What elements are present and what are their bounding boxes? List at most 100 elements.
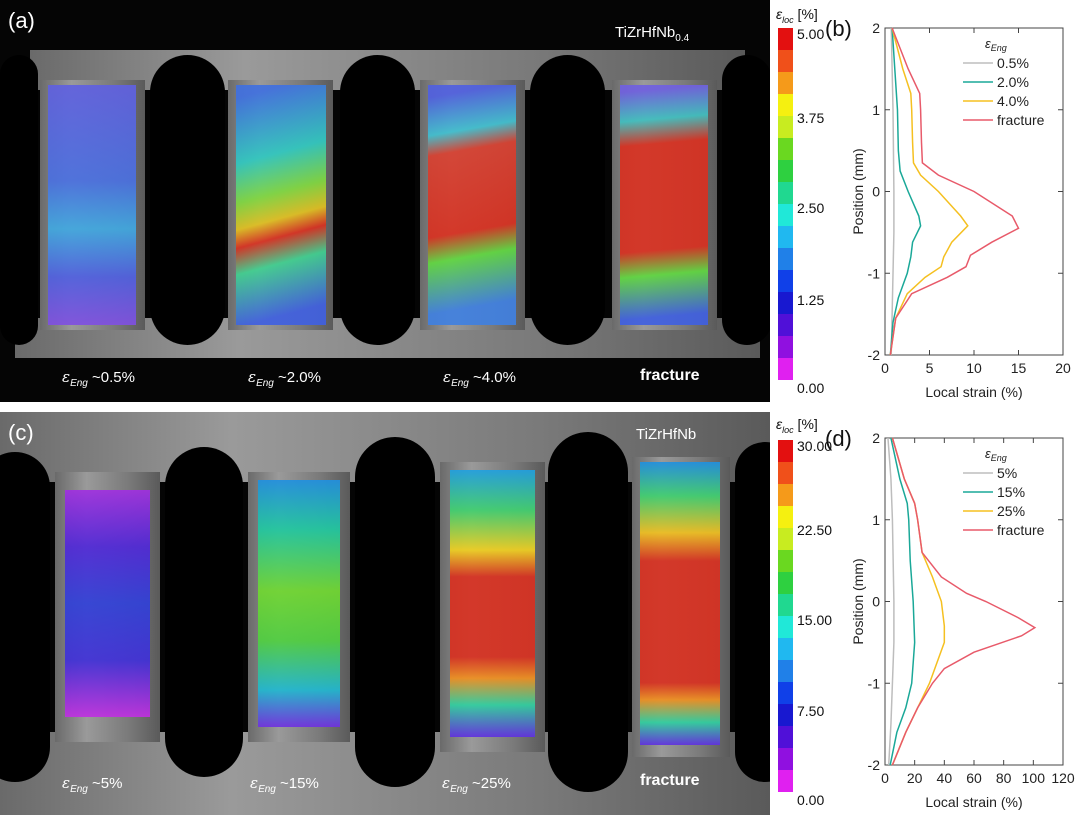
strain-map-a2 [236,85,326,325]
colorbar-bottom [778,440,793,792]
colorbar-segment [778,572,793,594]
strain-map-a3 [428,85,516,325]
unit: [%] [793,6,818,22]
x-tick-label: 40 [937,770,953,786]
caption-c1: εEng ~5% [62,774,122,795]
colorbar-segment [778,226,793,248]
colorbar-top-title: εloc [%] [776,6,818,25]
colorbar-segment [778,336,793,358]
caption-c2: εEng ~15% [250,774,319,795]
colorbar-tick: 2.50 [797,200,825,216]
strain-profile-plot-d: (d) 0 20 40 60 80 100 120 -2 -1 0 1 2 Local strain (%… [825,426,1075,810]
val: ~4.0% [468,369,516,386]
colorbar-segment [778,726,793,748]
y-tick-label: -2 [868,757,881,773]
specimen-gap [150,55,225,345]
y-tick-label: -1 [868,265,881,281]
specimen-gap [722,55,770,345]
val: fracture [640,367,700,384]
plot-frame [884,437,1064,766]
sub: Eng [451,378,469,389]
colorbar-segment [778,270,793,292]
caption-a4: fracture [640,367,700,385]
sub: Eng [70,784,88,795]
y-axis-label: Position (mm) [850,148,866,234]
legend-label: 2.0% [997,74,1029,90]
caption-a2: εEng ~2.0% [248,368,321,389]
colorbar-segment [778,594,793,616]
colorbar-segment [778,770,793,792]
eps: ε [248,368,257,386]
specimen-gap [165,447,243,777]
sub: loc [782,424,794,435]
legend-label: fracture [997,112,1045,128]
legend-label: 25% [997,503,1025,519]
colorbar-segment [778,528,793,550]
colorbar-tick: 7.50 [797,703,825,719]
colorbar-segment [778,462,793,484]
x-axis-label: Local strain (%) [925,384,1022,400]
sub: Eng [70,378,88,389]
caption-c4: fracture [640,772,700,790]
x-tick-label: 10 [966,360,982,376]
colorbar-segment [778,204,793,226]
panel-label: (b) [825,16,852,41]
colorbar-segment [778,160,793,182]
legend-title: εEng [985,446,1007,463]
series-line-fracture [891,437,1037,766]
alloy-label-c: TiZrHfNb [636,426,697,443]
specimen-gap [0,55,38,345]
y-tick-label: 0 [872,594,880,610]
colorbar-segment [778,50,793,72]
eps: ε [443,368,452,386]
colorbar-top [778,28,793,380]
panel-label-a: (a) [8,8,35,33]
y-tick-label: 2 [872,430,880,446]
colorbar-tick: 0.00 [797,792,825,808]
y-tick-label: -1 [868,675,881,691]
eps: ε [62,774,71,792]
eps: ε [62,368,71,386]
colorbar-segment [778,660,793,682]
colorbar-segment [778,484,793,506]
colorbar-segment [778,72,793,94]
alloy-subscript: 0.4 [675,33,690,44]
legend-title: εEng [985,36,1007,53]
colorbar-segment [778,638,793,660]
series-line-5 [887,437,895,766]
val: ~5% [87,775,123,792]
colorbar-tick: 5.00 [797,26,825,42]
dic-panel-a: (a) TiZrHfNb0.4 εEng ~0.5% εEng ~2.0% εE… [0,0,770,402]
colorbar-tick: 15.00 [797,612,833,628]
specimen-gap [355,437,435,787]
x-tick-label: 120 [1051,770,1075,786]
sub: Eng [258,784,276,795]
caption-c3: εEng ~25% [442,774,511,795]
series-line-fracture [889,27,1020,356]
colorbar-segment [778,748,793,770]
colorbar-segment [778,116,793,138]
colorbar-segment [778,616,793,638]
colorbar-tick: 3.75 [797,110,825,126]
colorbar-segment [778,550,793,572]
val: ~15% [275,775,319,792]
legend-label: fracture [997,522,1045,538]
series-line-15 [889,437,916,766]
x-tick-label: 80 [996,770,1012,786]
strain-profile-plot-b: (b) 0 5 10 15 20 -2 -1 0 1 2 Local strain (%) Positi… [825,16,1071,400]
colorbar-segment [778,440,793,462]
val: fracture [640,772,700,789]
x-tick-label: 100 [1022,770,1046,786]
colorbar-segment [778,182,793,204]
y-tick-label: 0 [872,184,880,200]
colorbar-bottom-title: εloc [%] [776,416,818,435]
x-tick-label: 20 [907,770,923,786]
strain-map-a1 [48,85,136,325]
strain-map-c3 [450,470,535,737]
colorbar-tick: 30.00 [797,438,833,454]
legend-label: 4.0% [997,93,1029,109]
colorbar-segment [778,248,793,270]
sub: Eng [256,378,274,389]
y-tick-label: -2 [868,347,881,363]
colorbar-tick: 1.25 [797,292,825,308]
